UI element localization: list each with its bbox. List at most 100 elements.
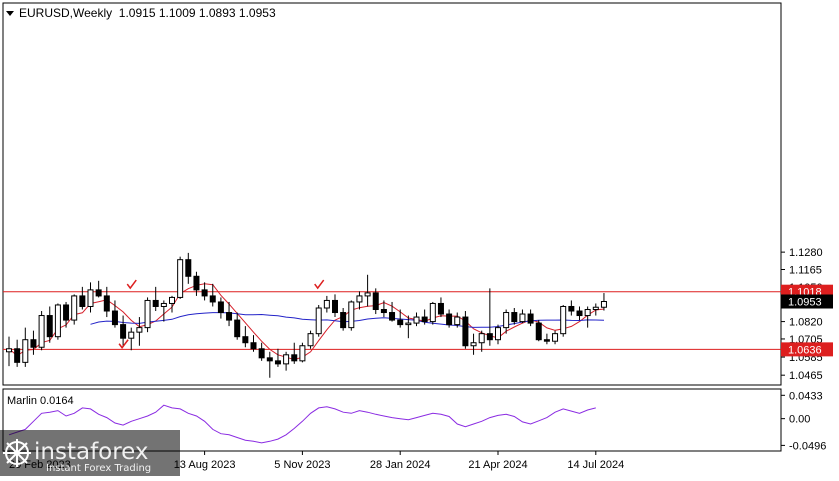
- candle-body-bear: [242, 336, 249, 344]
- candle-body-bear: [511, 312, 518, 323]
- candle-body-bear: [291, 354, 298, 362]
- candle-body-bull: [307, 333, 314, 347]
- candle-body-bear: [63, 304, 70, 321]
- check-mark-icon: [118, 339, 129, 349]
- candle: [397, 309, 404, 328]
- candle-body-bull: [584, 309, 591, 317]
- candle-body-bear: [217, 301, 224, 314]
- candle: [519, 309, 526, 324]
- candle-body-bull: [478, 333, 485, 344]
- candle: [160, 300, 167, 322]
- candle-body-bear: [421, 316, 428, 323]
- candle-body-bear: [14, 348, 21, 363]
- date-tick-label: 5 Nov 2023: [274, 459, 330, 471]
- candle-body-bear: [486, 333, 493, 341]
- candle-body-bear: [332, 299, 338, 314]
- candle: [217, 297, 224, 319]
- candle: [120, 315, 127, 346]
- candle-body-bear: [397, 319, 404, 326]
- candle: [356, 291, 363, 310]
- candle: [340, 307, 347, 331]
- candle-body-bull: [299, 345, 306, 362]
- candle: [560, 304, 567, 337]
- candle: [30, 330, 37, 355]
- current-price-box: [781, 294, 833, 309]
- candle: [495, 324, 501, 345]
- candle: [79, 286, 86, 310]
- candle-body-bear: [576, 310, 583, 317]
- candle: [307, 330, 314, 349]
- candle: [177, 256, 184, 299]
- candle: [234, 312, 241, 340]
- candle: [22, 327, 29, 367]
- candle-body-bull: [356, 295, 363, 303]
- collapse-triangle-icon[interactable]: [6, 11, 14, 16]
- candle-body-bull: [454, 316, 461, 326]
- candle-body-bear: [209, 295, 216, 303]
- candle: [535, 320, 542, 342]
- candle-body-bull: [54, 304, 61, 338]
- candle-body-bull: [519, 313, 526, 323]
- candle-body-bull: [87, 289, 94, 307]
- candle: [332, 294, 338, 318]
- candle: [185, 252, 192, 284]
- candle: [437, 297, 444, 318]
- candle-body-bull: [315, 307, 322, 335]
- marlin-line: [8, 404, 596, 444]
- candle: [348, 300, 355, 331]
- candle: [552, 330, 559, 345]
- check-mark-icon: [314, 279, 325, 290]
- candle: [389, 301, 396, 322]
- candle-body-bull: [128, 331, 135, 339]
- candle: [87, 282, 94, 313]
- watermark: instaforex Instant Forex Trading: [0, 430, 180, 476]
- candlesticks: [6, 252, 607, 378]
- candle: [405, 315, 412, 339]
- candle: [209, 283, 216, 307]
- candle-body-bull: [560, 305, 567, 335]
- candle-body-bear: [274, 360, 281, 365]
- current-price-label: 1.0953: [788, 297, 822, 309]
- date-tick-label: 13 Aug 2023: [174, 459, 236, 471]
- oscillator-axis: 0.0433 0.00 -0.0496: [781, 390, 826, 452]
- level-label: 1.0636: [788, 344, 822, 356]
- horizontal-levels: [3, 291, 781, 350]
- candle: [111, 300, 118, 328]
- candle-body-bear: [250, 342, 257, 350]
- candle-body-bear: [372, 292, 379, 311]
- candle: [380, 300, 387, 318]
- candle-body-bull: [600, 301, 607, 308]
- watermark-tagline: Instant Forex Trading: [46, 463, 151, 474]
- candle-body-bull: [552, 333, 559, 342]
- price-tick-label: 1.1280: [789, 247, 823, 259]
- candle: [543, 333, 550, 345]
- price-panel-frame: [2, 2, 782, 386]
- oscillator-line: [8, 404, 596, 444]
- candle-body-bear: [30, 339, 37, 348]
- candle: [413, 312, 420, 327]
- candle-body-bull: [177, 259, 184, 298]
- candle: [136, 317, 143, 346]
- candle-body-bear: [527, 313, 534, 324]
- candle-body-bull: [6, 348, 12, 353]
- candle: [503, 309, 510, 334]
- candle-body-bull: [495, 327, 501, 341]
- candle: [364, 274, 371, 307]
- candle: [242, 326, 249, 348]
- candle: [454, 312, 461, 328]
- candle: [226, 301, 233, 327]
- candle: [193, 271, 200, 296]
- candle: [14, 339, 21, 367]
- candle-body-bear: [111, 310, 118, 326]
- candle: [169, 295, 175, 313]
- candle-body-bear: [568, 305, 575, 312]
- candle: [63, 301, 70, 328]
- date-tick-label: 14 Jul 2024: [567, 459, 624, 471]
- level-label-box: [781, 342, 833, 357]
- candle-body-bull: [323, 299, 330, 309]
- candle-body-bear: [380, 309, 387, 314]
- candle-body-bear: [266, 357, 273, 362]
- candle: [568, 300, 575, 316]
- candle: [274, 348, 281, 367]
